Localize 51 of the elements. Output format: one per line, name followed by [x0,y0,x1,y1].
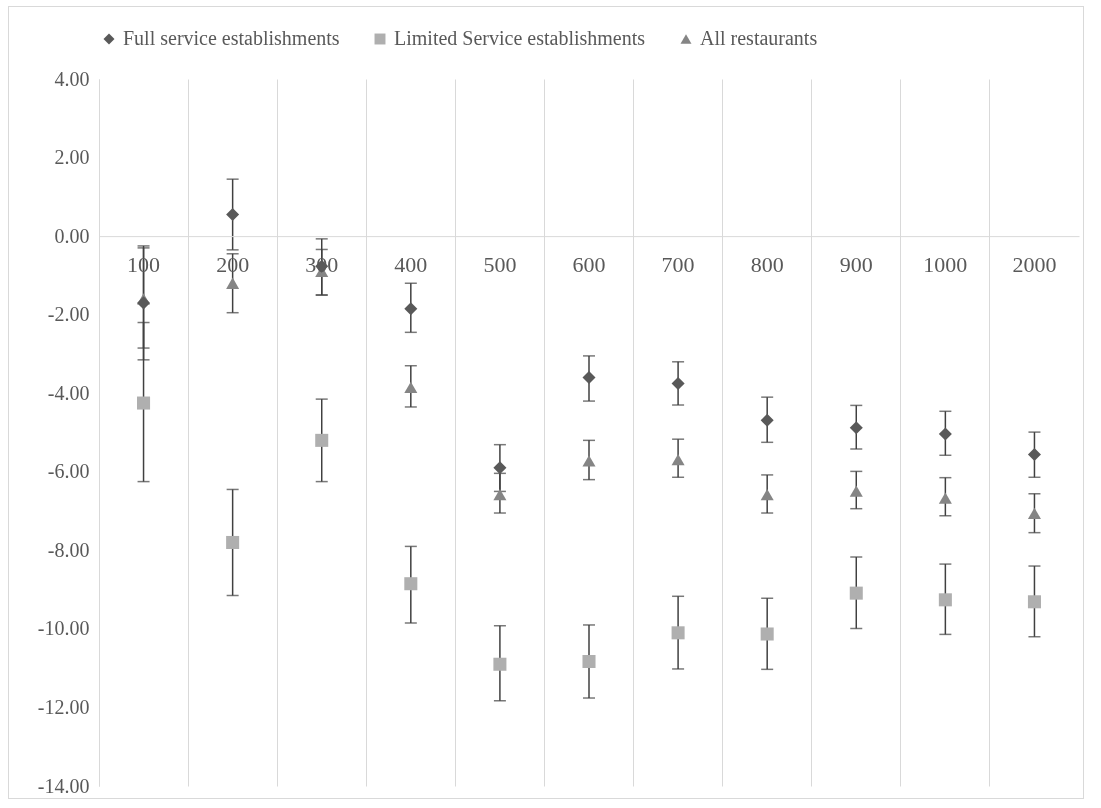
point [671,376,685,390]
point [1027,507,1041,520]
point [938,492,952,504]
point [1027,595,1041,609]
legend-label: All restaurants [700,27,818,49]
point [137,296,151,310]
point [493,657,507,671]
y-tick-label: -4.00 [47,381,90,404]
point [938,593,952,607]
point [493,461,507,475]
legend-label: Limited Service establishments [394,27,646,49]
point [582,370,596,385]
y-tick-label: -8.00 [47,538,90,561]
point [137,396,151,410]
point [849,421,863,435]
point [760,413,774,427]
x-tick-label: 600 [572,251,606,277]
y-tick-label: 2.00 [54,146,90,169]
x-tick-label: 1000 [923,251,968,277]
point [760,488,774,501]
point [404,577,418,591]
point [226,207,240,222]
point [938,427,952,441]
y-tick-label: -14.00 [37,774,90,797]
point [226,277,240,289]
x-tick-label: 400 [394,251,428,277]
y-tick-label: -2.00 [47,303,90,326]
point [226,535,240,549]
point [582,455,596,467]
point [760,627,774,641]
legend-label: Full service establishments [123,27,340,49]
y-tick-label: 0.00 [54,224,90,247]
point [404,381,418,393]
point [582,654,596,669]
x-tick-label: 500 [483,251,517,277]
point [671,626,685,640]
y-tick-label: -6.00 [47,460,90,483]
point [849,586,863,600]
point [404,302,418,316]
point [1027,447,1041,462]
y-tick-label: -10.00 [37,617,90,640]
y-tick-label: -12.00 [37,695,90,718]
point [493,488,507,501]
point [315,433,329,447]
x-tick-label: 2000 [1012,251,1057,277]
point [849,485,863,497]
y-tick-label: 4.00 [54,67,90,90]
x-tick-label: 700 [661,251,695,277]
x-tick-label: 900 [839,251,873,277]
x-tick-label: 800 [750,251,784,277]
point [671,453,685,466]
